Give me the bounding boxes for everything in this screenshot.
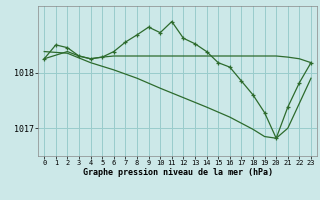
X-axis label: Graphe pression niveau de la mer (hPa): Graphe pression niveau de la mer (hPa) bbox=[83, 168, 273, 177]
